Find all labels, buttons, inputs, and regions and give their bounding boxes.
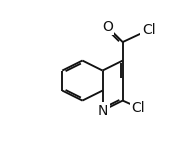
Text: Cl: Cl [142,23,156,37]
Text: O: O [102,20,113,34]
Text: Cl: Cl [131,100,145,115]
Text: N: N [97,104,108,118]
